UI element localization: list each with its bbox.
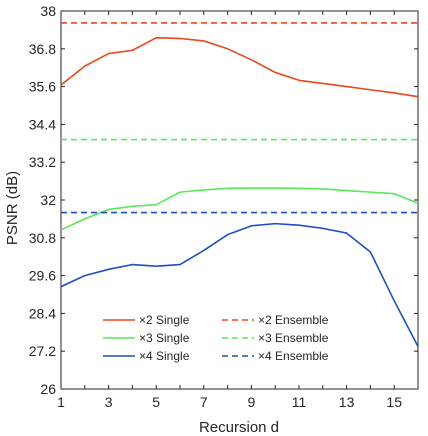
y-tick-label: 35.6 xyxy=(29,79,56,95)
legend-label: ×4 Ensemble xyxy=(258,349,329,363)
x-axis-ticks: 1 3 5 7 9 11 13 15 xyxy=(57,11,419,410)
legend-label: ×2 Ensemble xyxy=(258,313,329,327)
y-axis-ticks: 26 27.2 28.4 29.6 30.8 32 33.2 34.4 35.6 36.8 38 xyxy=(29,3,418,397)
y-tick-label: 30.8 xyxy=(29,230,56,246)
y-tick-label: 32 xyxy=(40,192,56,208)
legend-label: ×3 Ensemble xyxy=(258,331,329,345)
x-tick-label: 9 xyxy=(248,394,256,410)
legend-label: ×3 Single xyxy=(139,331,190,345)
x-axis-title: Recursion d xyxy=(199,419,279,436)
y-tick-label: 38 xyxy=(40,3,56,19)
series-lines xyxy=(60,22,419,347)
series-line-3 xyxy=(60,222,419,347)
y-tick-label: 26 xyxy=(40,381,56,397)
x-tick-label: 11 xyxy=(292,394,307,410)
y-tick-label: 27.2 xyxy=(29,343,56,359)
legend: ×2 Single ×3 Single ×4 Single ×2 Ensemble ×3… xyxy=(99,308,339,368)
y-tick-label: 29.6 xyxy=(29,268,56,284)
legend-label: ×2 Single xyxy=(139,313,190,327)
x-tick-label: 3 xyxy=(105,394,113,410)
legend-label: ×4 Single xyxy=(139,349,190,363)
x-tick-label: 5 xyxy=(152,394,160,410)
legend-box xyxy=(99,308,339,368)
y-tick-label: 34.4 xyxy=(29,116,56,132)
x-tick-label: 13 xyxy=(339,394,355,410)
series-line-1 xyxy=(60,36,419,98)
y-tick-label: 28.4 xyxy=(29,305,56,321)
y-tick-label: 36.8 xyxy=(29,41,56,57)
x-tick-label: 7 xyxy=(200,394,208,410)
x-tick-label: 15 xyxy=(386,394,402,410)
series-line-2 xyxy=(60,187,419,231)
y-axis-title: PSNR (dB) xyxy=(4,171,21,245)
y-tick-label: 33.2 xyxy=(29,154,56,170)
x-tick-label: 1 xyxy=(57,394,65,410)
